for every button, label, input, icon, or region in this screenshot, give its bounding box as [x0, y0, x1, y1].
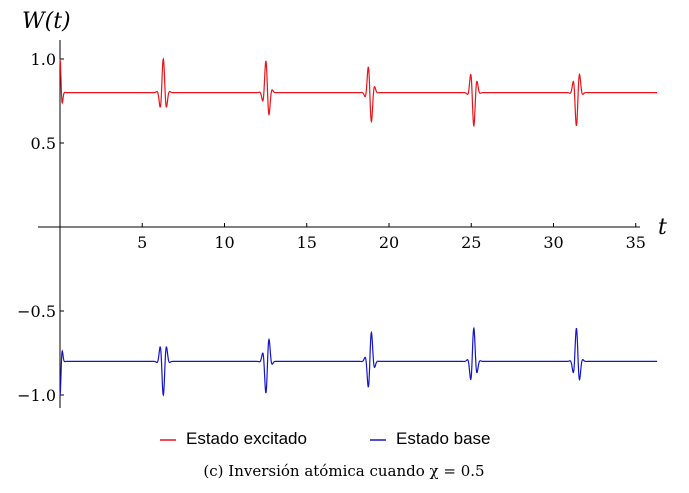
x-tick-label: 25: [461, 233, 481, 252]
series-line-excited: [59, 57, 658, 128]
x-tick-label: 35: [626, 233, 646, 252]
y-tick-label: 1.0: [31, 50, 56, 69]
figure-caption: (c) Inversión atómica cuando χ = 0.5: [203, 462, 484, 480]
series-group: [59, 57, 658, 397]
series-line-ground: [59, 326, 658, 397]
y-tick-label: 0.5: [31, 134, 56, 153]
y-axis-label: W(t): [22, 9, 71, 34]
legend-label-excited: Estado excitado: [186, 429, 307, 448]
x-tick-label: 20: [379, 233, 399, 252]
legend: Estado excitado Estado base: [160, 429, 491, 448]
legend-label-ground: Estado base: [396, 429, 491, 448]
x-tick-label: 5: [137, 233, 147, 252]
x-tick-label: 15: [297, 233, 317, 252]
y-tick-label: −0.5: [17, 302, 56, 321]
x-tick-label: 10: [214, 233, 234, 252]
tick-group: 5 10 15 20 25 30 35 1.0 0.5 −0.5 −1.0: [17, 50, 646, 405]
x-tick-label: 30: [543, 233, 563, 252]
x-axis-label: t: [658, 215, 667, 240]
y-tick-label: −1.0: [17, 386, 56, 405]
